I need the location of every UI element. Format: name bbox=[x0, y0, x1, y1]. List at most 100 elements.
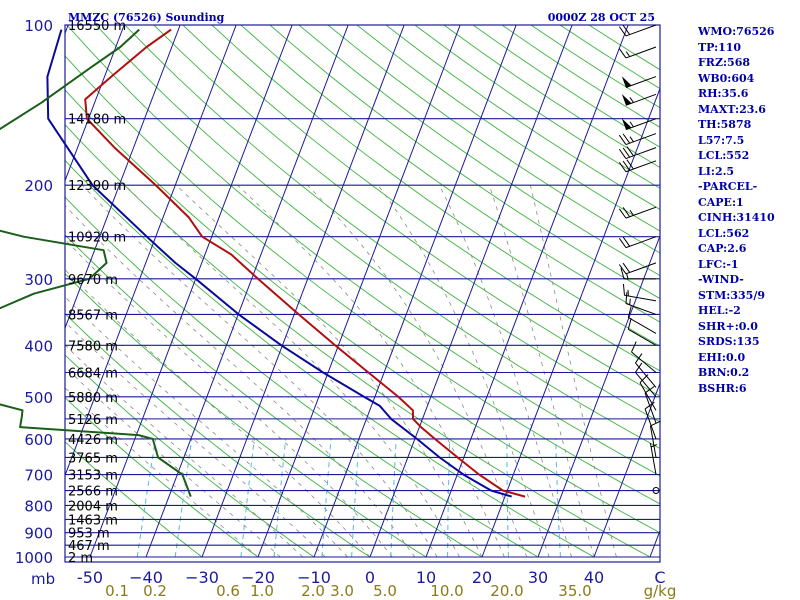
mixing-ratio-label: 0.2 bbox=[143, 582, 167, 600]
barb-full bbox=[618, 162, 627, 173]
height-label: 14180 m bbox=[68, 113, 126, 128]
isotherm bbox=[369, 25, 573, 558]
index-bshr: BSHR:6 bbox=[698, 381, 747, 395]
mixing-ratio-line bbox=[136, 438, 157, 558]
barb-full bbox=[644, 385, 655, 394]
pressure-tick-label: 500 bbox=[24, 389, 53, 407]
mixing-ratio-line bbox=[174, 438, 193, 558]
pressure-tick-label: 700 bbox=[24, 467, 53, 485]
wind-barb bbox=[618, 24, 657, 37]
barb-shaft bbox=[625, 46, 657, 59]
temperature-tick-label: 0 bbox=[365, 568, 375, 587]
barb-shaft bbox=[644, 408, 657, 440]
isotherm bbox=[0, 25, 12, 557]
moist-adiabat bbox=[81, 184, 438, 558]
mixing-ratio-line bbox=[555, 438, 561, 558]
index-tp: TP:110 bbox=[698, 40, 742, 54]
barb-full bbox=[618, 208, 627, 219]
section-parcel: -PARCEL- bbox=[698, 180, 758, 193]
barb-half bbox=[626, 272, 629, 279]
barb-shaft bbox=[644, 392, 657, 424]
isotherm bbox=[313, 25, 517, 558]
index-hel: HEL:-2 bbox=[698, 304, 741, 317]
pressure-tick-label: 400 bbox=[24, 337, 53, 355]
index-li: LI:2.5 bbox=[698, 164, 735, 178]
height-label: 8567 m bbox=[68, 308, 118, 323]
barb-full bbox=[622, 283, 625, 296]
barb-shaft bbox=[631, 351, 657, 373]
calm-circle bbox=[652, 487, 660, 495]
stability-indices-panel: WMO:76526 TP:110 FRZ:568 WB0:604 RH:35.6… bbox=[698, 24, 775, 396]
isotherm bbox=[537, 234, 660, 558]
wind-barb bbox=[649, 420, 661, 458]
index-ehi: EHI:0.0 bbox=[698, 350, 746, 364]
temperature-tick-label: −40 bbox=[129, 568, 163, 587]
barb-full bbox=[631, 341, 637, 353]
index-parcel-lcl: LCL:562 bbox=[698, 226, 750, 240]
moist-adiabat bbox=[65, 321, 326, 558]
wind-barb bbox=[627, 318, 657, 346]
barb-shaft bbox=[628, 328, 657, 346]
wind-barb bbox=[627, 306, 657, 334]
dry-adiabat bbox=[65, 312, 371, 558]
wind-barb-column bbox=[618, 24, 661, 495]
wind-barb bbox=[620, 267, 656, 280]
temperature-unit-label: C bbox=[654, 568, 665, 587]
barb-full bbox=[622, 160, 631, 171]
height-label: 1463 m bbox=[68, 513, 118, 528]
barb-pennant bbox=[621, 118, 632, 130]
height-label: 16550 m bbox=[68, 19, 126, 34]
barb-shaft bbox=[635, 372, 657, 398]
barb-full bbox=[620, 267, 625, 279]
temperature-tick-label: −30 bbox=[185, 568, 219, 587]
barb-shaft bbox=[625, 24, 657, 37]
mixing-ratio-line bbox=[321, 438, 332, 558]
mixing-ratio-line bbox=[390, 438, 397, 558]
height-label: 4426 m bbox=[68, 433, 118, 448]
sounding-trace-0 bbox=[84, 28, 526, 498]
isotherm bbox=[593, 381, 660, 558]
wind-barb bbox=[631, 341, 657, 373]
barb-half bbox=[629, 121, 634, 128]
height-label: 6684 m bbox=[68, 367, 118, 382]
plot-frame bbox=[64, 24, 661, 563]
barb-shaft bbox=[639, 382, 657, 411]
moist-adiabat bbox=[488, 184, 595, 558]
wind-barb bbox=[618, 46, 657, 59]
index-wb0: WB0:604 bbox=[698, 71, 755, 85]
barb-full bbox=[622, 207, 631, 218]
barb-pennant bbox=[621, 76, 632, 88]
temperature-tick-label: 40 bbox=[584, 568, 604, 587]
temperature-tick-label: −20 bbox=[241, 568, 275, 587]
mixing-ratio-label: 0.1 bbox=[105, 582, 129, 600]
barb-full bbox=[618, 26, 627, 37]
wind-barb bbox=[644, 401, 657, 440]
pressure-tick-label: 800 bbox=[24, 497, 53, 515]
station-title: MMZC (76526) Sounding bbox=[68, 11, 225, 24]
barb-full bbox=[622, 147, 631, 158]
wind-barb bbox=[621, 93, 657, 106]
mixing-ratio-unit-label: g/kg bbox=[644, 582, 677, 600]
height-label: 7580 m bbox=[68, 339, 118, 354]
barb-full bbox=[627, 306, 632, 318]
clipped-grid bbox=[0, 25, 660, 558]
mixing-ratio-label: 1.0 bbox=[250, 582, 274, 600]
barb-full bbox=[627, 318, 632, 330]
index-l57: L57:7.5 bbox=[698, 133, 745, 147]
isotherm bbox=[89, 25, 293, 558]
barb-full bbox=[618, 238, 627, 248]
barb-full bbox=[626, 146, 634, 157]
index-cape: CAPE:1 bbox=[698, 195, 744, 209]
wind-barb bbox=[618, 133, 657, 146]
axis-labels: 16550 m 14180 m 12390 m 10920 m 9670 m 8567 m… bbox=[15, 17, 677, 600]
barb-full bbox=[618, 264, 627, 275]
pressure-tick-label: 200 bbox=[24, 177, 53, 195]
height-label: 2004 m bbox=[68, 499, 118, 514]
temperature-tick-label: 10 bbox=[416, 568, 436, 587]
barb-full bbox=[622, 262, 631, 273]
moist-adiabat bbox=[438, 184, 572, 558]
mixing-ratio-label: 2.0 bbox=[301, 582, 325, 600]
isotherm bbox=[481, 87, 660, 558]
height-label: 2 m bbox=[68, 551, 93, 566]
